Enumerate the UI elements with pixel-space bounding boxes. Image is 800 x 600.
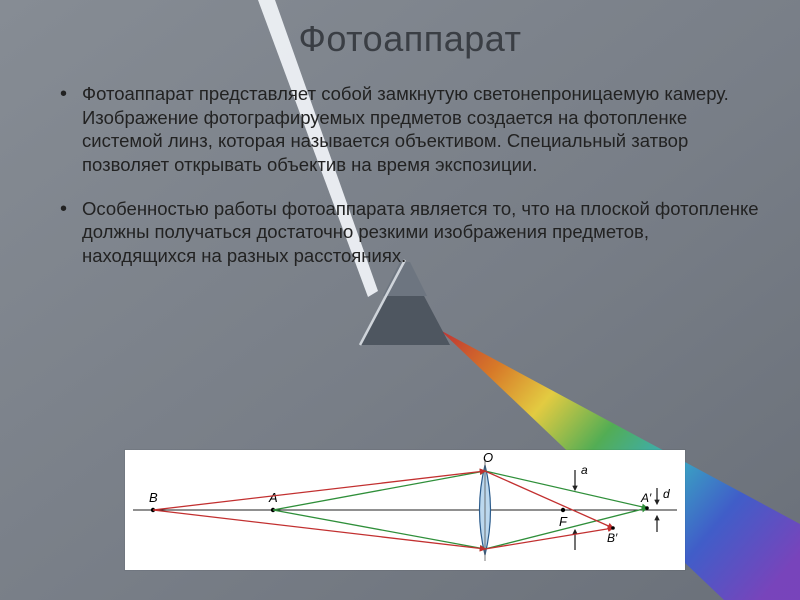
lens-diagram-svg: B A F Oa d A′ B′: [125, 450, 685, 570]
svg-text:O: O: [483, 450, 493, 465]
bullet-item: Особенностью работы фотоаппарата являетс…: [60, 197, 760, 268]
slide-title: Фотоаппарат: [60, 18, 760, 60]
svg-text:A′: A′: [640, 491, 652, 505]
svg-text:a: a: [581, 463, 588, 477]
svg-text:B: B: [149, 490, 158, 505]
bullet-item: Фотоаппарат представляет собой замкнутую…: [60, 82, 760, 177]
svg-text:A: A: [268, 490, 278, 505]
svg-text:F: F: [559, 514, 568, 529]
svg-text:d: d: [663, 487, 670, 501]
svg-text:B′: B′: [607, 531, 618, 545]
bullet-list: Фотоаппарат представляет собой замкнутую…: [60, 82, 760, 268]
lens-diagram: B A F Oa d A′ B′: [125, 450, 685, 570]
slide-content: Фотоаппарат Фотоаппарат представляет соб…: [0, 0, 800, 308]
